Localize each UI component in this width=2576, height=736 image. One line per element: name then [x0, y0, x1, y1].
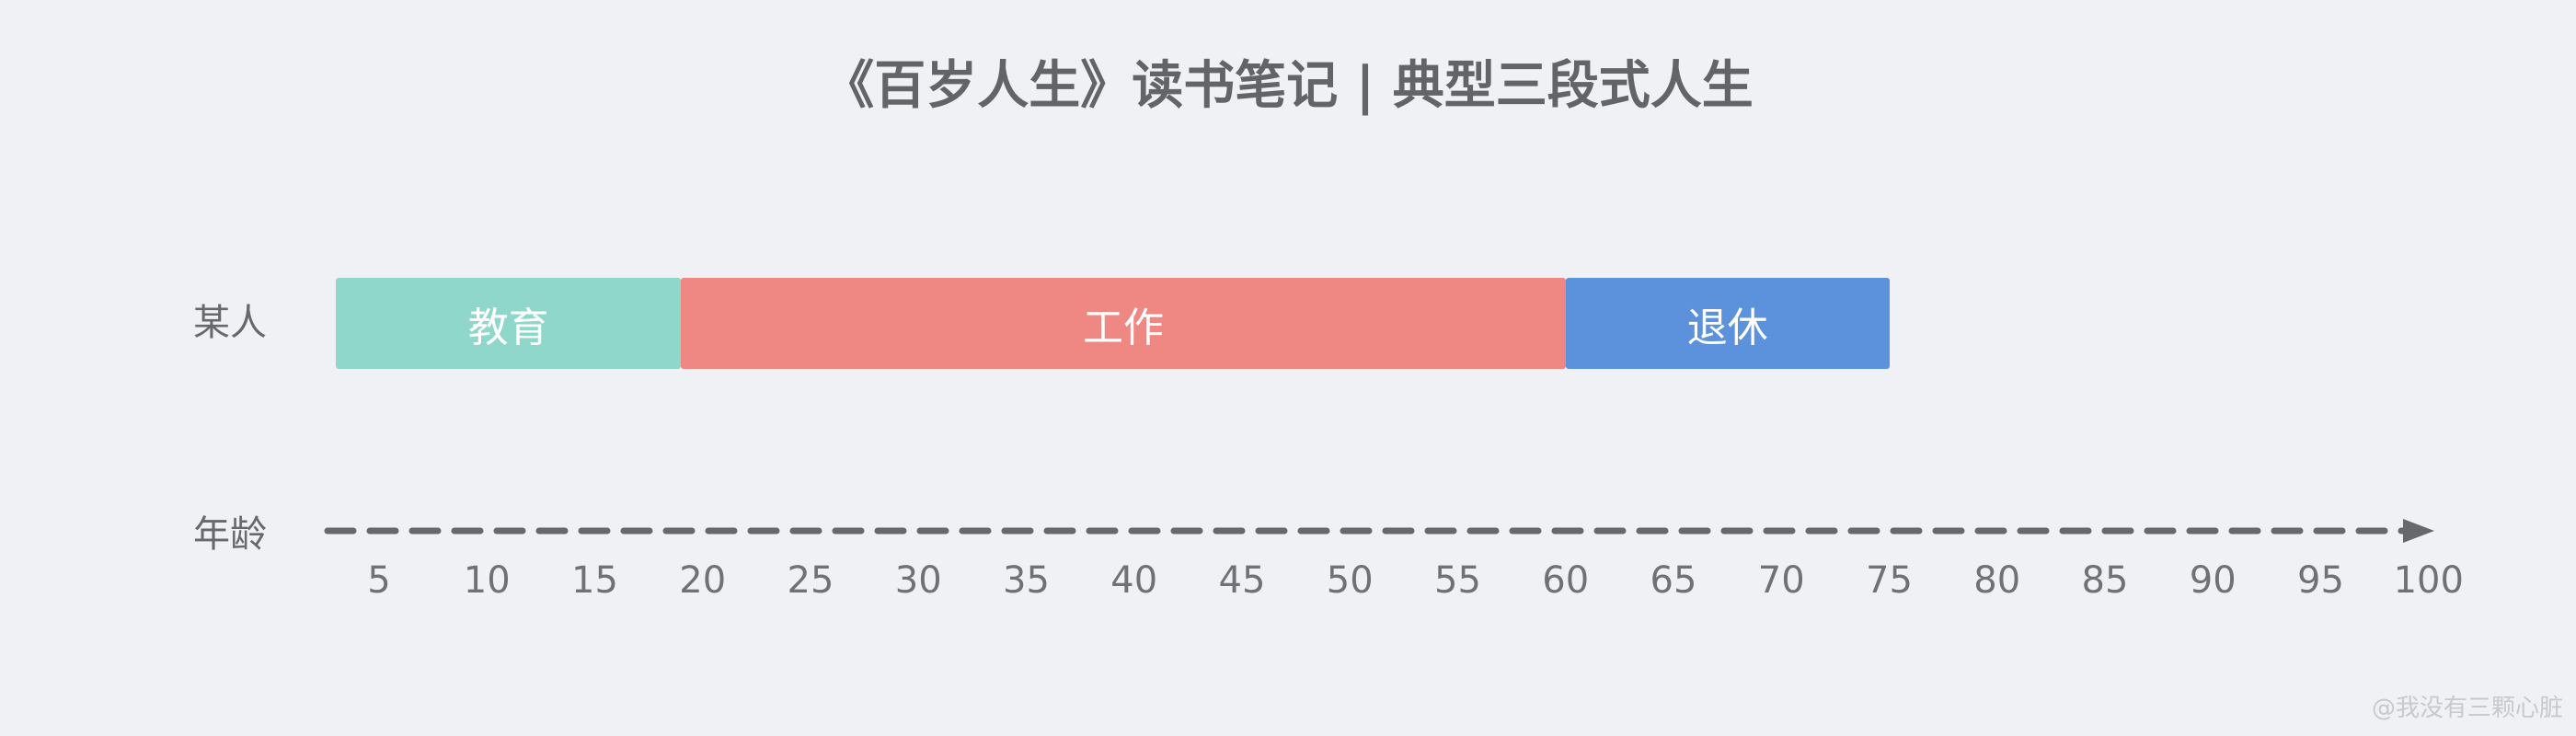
tick-label: 65: [1650, 559, 1697, 602]
tick-label: 75: [1866, 559, 1913, 602]
axis-label-age: 年龄: [193, 513, 267, 556]
tick-label: 35: [1003, 559, 1050, 602]
tick-label: 40: [1110, 559, 1158, 602]
tick-label: 45: [1218, 559, 1266, 602]
tick-label: 20: [679, 559, 727, 602]
tick-label: 15: [571, 559, 618, 602]
axis-arrow-icon: [2403, 519, 2434, 543]
tick-label: 25: [787, 559, 834, 602]
tick-label: 50: [1326, 559, 1374, 602]
tick-label: 10: [463, 559, 511, 602]
tick-label: 80: [1973, 559, 2021, 602]
tick-label: 100: [2393, 559, 2464, 602]
age-axis: [324, 519, 2434, 543]
tick-label: 5: [367, 559, 391, 602]
tick-label: 90: [2189, 559, 2237, 602]
tick-label: 70: [1757, 559, 1805, 602]
tick-label: 55: [1434, 559, 1481, 602]
tick-label: 30: [894, 559, 942, 602]
tick-label: 85: [2081, 559, 2129, 602]
watermark: @我没有三颗心脏: [2371, 695, 2563, 722]
segment-1: 教育: [336, 278, 682, 369]
segment-3: 退休: [1565, 278, 1890, 369]
segment-2: 工作: [681, 278, 1566, 369]
row-label-person: 某人: [193, 302, 267, 344]
tick-label: 60: [1542, 559, 1590, 602]
page-title: 《百岁人生》读书笔记 | 典型三段式人生: [822, 56, 1754, 116]
tick-label: 95: [2297, 559, 2344, 602]
